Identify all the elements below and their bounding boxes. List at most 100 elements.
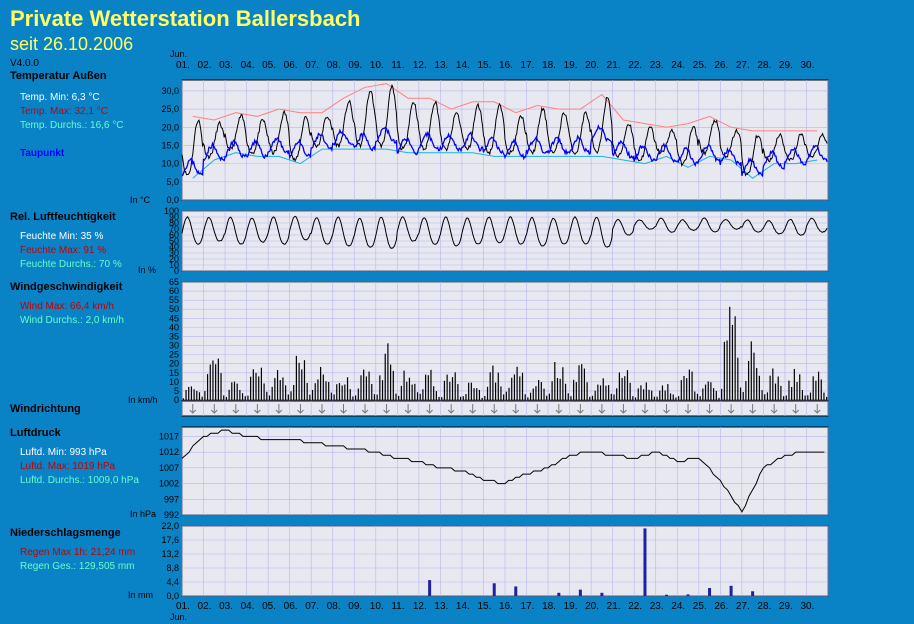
- rain-title: Niederschlagsmenge: [10, 527, 121, 539]
- wind-title: Windgeschwindigkeit: [10, 281, 123, 293]
- wind-direction-arrowhead: [813, 409, 821, 414]
- rain-bar: [428, 580, 432, 596]
- version-label: V4.0.0: [10, 58, 39, 69]
- press-max-stat: Luftd. Max: 1019 hPa: [20, 461, 116, 472]
- page-title: Private Wetterstation Ballersbach: [10, 6, 361, 31]
- day-label-top: 11.: [391, 60, 404, 71]
- day-label-top: 10.: [370, 60, 384, 71]
- day-label-top: 17.: [521, 60, 535, 71]
- day-label-bottom: 20.: [585, 601, 599, 612]
- temperature-ytick-label: 0,0: [166, 195, 179, 205]
- day-label-top: 24.: [671, 60, 685, 71]
- wind-direction-arrowhead: [447, 409, 455, 414]
- wind-direction-arrowhead: [598, 409, 606, 414]
- temperature-ytick-label: 25,0: [161, 104, 179, 114]
- day-label-top: 07.: [305, 60, 319, 71]
- wind-ytick-label: 50: [169, 304, 179, 314]
- rain-bar: [751, 591, 755, 596]
- wind-direction-arrowhead: [404, 409, 412, 414]
- day-label-top: 14.: [456, 60, 470, 71]
- day-label-bottom: 14.: [456, 601, 470, 612]
- rain-ytick-label: 22,0: [161, 521, 179, 531]
- day-label-bottom: 04.: [241, 601, 255, 612]
- day-label-bottom: 13.: [434, 601, 448, 612]
- temperature-title: Temperatur Außen: [10, 70, 107, 82]
- pressure-ytick-label: 992: [164, 510, 179, 520]
- day-label-bottom: 23.: [650, 601, 664, 612]
- rain-bar: [578, 589, 582, 596]
- day-label-bottom: 01.: [176, 601, 190, 612]
- dewpoint-line: [181, 124, 828, 178]
- humidity-ytick-label: 80: [169, 218, 179, 228]
- wind-ytick-label: 55: [169, 295, 179, 305]
- temperature-ytick-label: 30,0: [161, 86, 179, 96]
- temp-max-stat: Temp. Max: 32,1 °C: [20, 106, 108, 117]
- wind-direction-arrowhead: [189, 409, 197, 414]
- day-label-bottom: 29.: [779, 601, 793, 612]
- humidity-ytick-label: 50: [169, 236, 179, 246]
- wind-ytick-label: 65: [169, 277, 179, 287]
- day-label-bottom: 25.: [693, 601, 707, 612]
- day-label-top: 06.: [284, 60, 298, 71]
- pressure-title: Luftdruck: [10, 427, 61, 439]
- day-label-bottom: 15.: [477, 601, 491, 612]
- wind-ytick-label: 25: [169, 350, 179, 360]
- wind-direction-arrowhead: [426, 409, 433, 414]
- humidity-ytick-label: 60: [169, 230, 179, 240]
- day-label-top: 20.: [585, 60, 599, 71]
- pressure-ytick-label: 997: [164, 494, 179, 504]
- day-label-bottom: 06.: [284, 601, 298, 612]
- page-subtitle: seit 26.10.2006: [10, 34, 134, 54]
- rain-bar: [514, 586, 518, 596]
- rain-bar: [600, 592, 604, 596]
- day-label-top: 28.: [757, 60, 771, 71]
- humidity-ytick-label: 40: [169, 242, 179, 252]
- wind-direction-arrowhead: [792, 409, 800, 414]
- day-label-bottom: 07.: [305, 601, 319, 612]
- wind-max-stat: Wind Max: 66,4 km/h: [20, 301, 114, 312]
- wind-direction-arrowhead: [383, 409, 390, 414]
- day-label-top: 12.: [413, 60, 427, 71]
- humidity-ytick-label: 0: [174, 266, 179, 276]
- rain-bar: [686, 594, 690, 596]
- day-label-bottom: 03.: [219, 601, 233, 612]
- day-label-bottom: 24.: [671, 601, 685, 612]
- month-label-bottom: Jun.: [170, 612, 187, 622]
- day-label-top: 02.: [198, 60, 212, 71]
- day-label-top: 26.: [714, 60, 728, 71]
- day-label-top: 19.: [564, 60, 578, 71]
- rain-bar: [708, 588, 712, 596]
- wind-direction-arrowhead: [663, 409, 670, 414]
- rain-bar: [729, 585, 733, 596]
- day-label-bottom: 17.: [521, 601, 535, 612]
- temperature-ytick-label: 5,0: [166, 177, 179, 187]
- temp-avg-stat: Temp. Durchs.: 16,6 °C: [20, 120, 124, 131]
- wind-direction-arrowhead: [512, 409, 520, 414]
- wind-direction-arrowhead: [577, 409, 584, 414]
- day-label-bottom: 16.: [499, 601, 513, 612]
- wind-direction-arrowhead: [340, 409, 347, 414]
- day-label-bottom: 28.: [757, 601, 771, 612]
- day-label-bottom: 19.: [564, 601, 578, 612]
- temperature-ytick-label: 15,0: [161, 140, 179, 150]
- humidity-line: [181, 215, 828, 249]
- hum-min-stat: Feuchte Min: 35 %: [20, 231, 104, 242]
- rain-ytick-label: 13,2: [161, 549, 179, 559]
- rain-total-stat: Regen Ges.: 129,505 mm: [20, 561, 135, 572]
- day-label-top: 01.: [176, 60, 190, 71]
- day-label-top: 30.: [800, 60, 814, 71]
- wind-ytick-label: 5: [174, 386, 179, 396]
- day-label-bottom: 27.: [736, 601, 750, 612]
- rain-bar: [492, 583, 496, 596]
- pressure-line: [181, 429, 825, 513]
- temperature-ytick-label: 20,0: [161, 122, 179, 132]
- day-label-bottom: 22.: [628, 601, 642, 612]
- day-label-top: 27.: [736, 60, 750, 71]
- wind-direction-arrowhead: [533, 409, 541, 414]
- rain-ytick-label: 8,8: [166, 563, 179, 573]
- rain-bar: [665, 594, 668, 596]
- wind-ytick-label: 15: [169, 368, 179, 378]
- humidity-ytick-label: 10: [169, 260, 179, 270]
- wind-ytick-label: 30: [169, 341, 179, 351]
- day-label-top: 23.: [650, 60, 664, 71]
